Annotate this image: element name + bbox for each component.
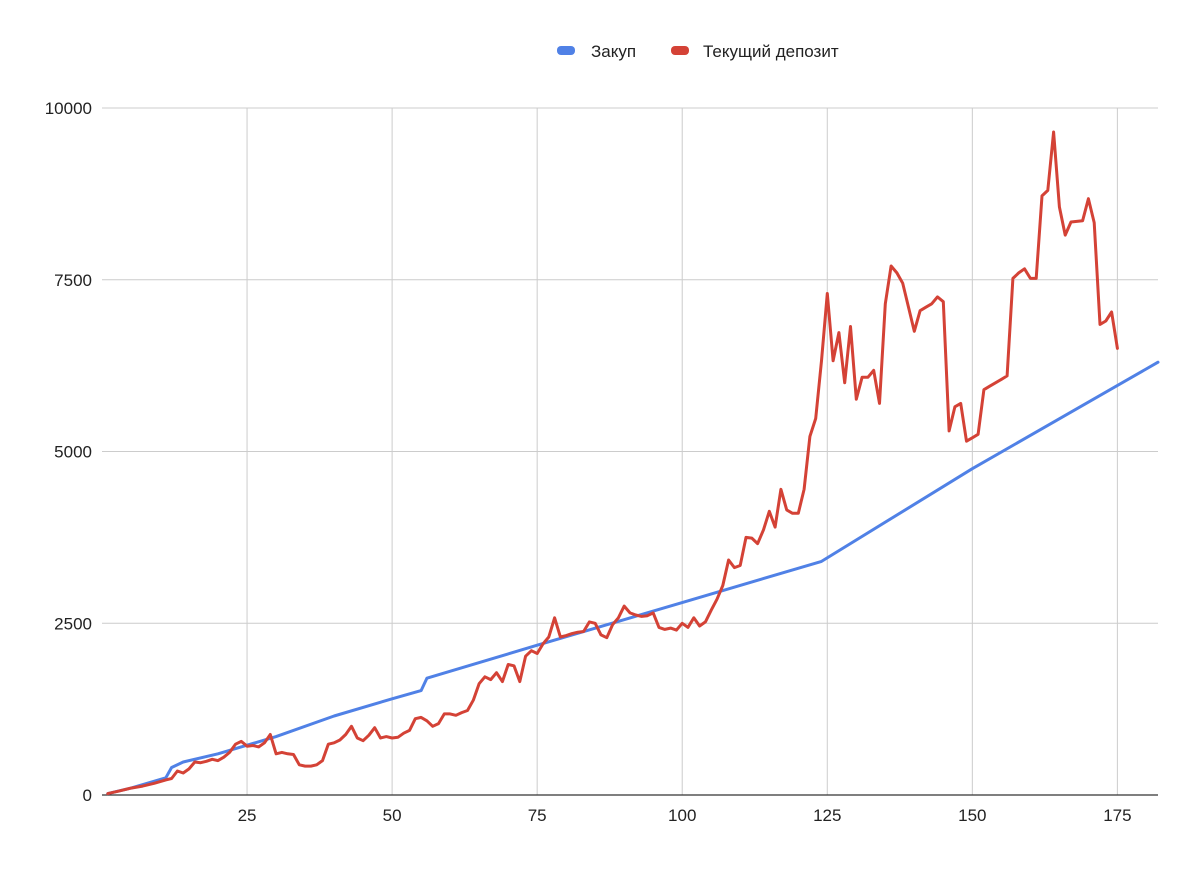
x-tick-label: 125 — [813, 806, 841, 825]
x-tick-label: 25 — [238, 806, 257, 825]
legend-label-zakup: Закуп — [591, 42, 636, 61]
x-tick-label: 75 — [528, 806, 547, 825]
x-tick-label: 50 — [383, 806, 402, 825]
grid-lines — [102, 107, 1158, 796]
legend-swatch-deposit — [671, 46, 689, 55]
y-tick-label: 0 — [83, 786, 92, 805]
y-tick-label: 2500 — [54, 614, 92, 633]
y-tick-label: 7500 — [54, 271, 92, 290]
x-tick-label: 175 — [1103, 806, 1131, 825]
x-tick-label: 150 — [958, 806, 986, 825]
x-tick-label: 100 — [668, 806, 696, 825]
y-tick-label: 5000 — [54, 443, 92, 462]
legend-swatch-zakup — [557, 46, 575, 55]
series-line-1 — [106, 130, 1119, 796]
legend-label-deposit: Текущий депозит — [703, 42, 839, 61]
legend-item-zakup: Закуп — [557, 42, 636, 61]
series-line-0 — [106, 360, 1160, 796]
y-tick-label: 10000 — [45, 99, 92, 118]
legend-item-deposit: Текущий депозит — [671, 42, 839, 61]
legend: Закуп Текущий депозит — [557, 42, 839, 61]
series-layer — [106, 130, 1160, 796]
tick-labels: 0 2500 5000 7500 10000 25 50 75 100 125 150 175 — [45, 99, 1132, 825]
